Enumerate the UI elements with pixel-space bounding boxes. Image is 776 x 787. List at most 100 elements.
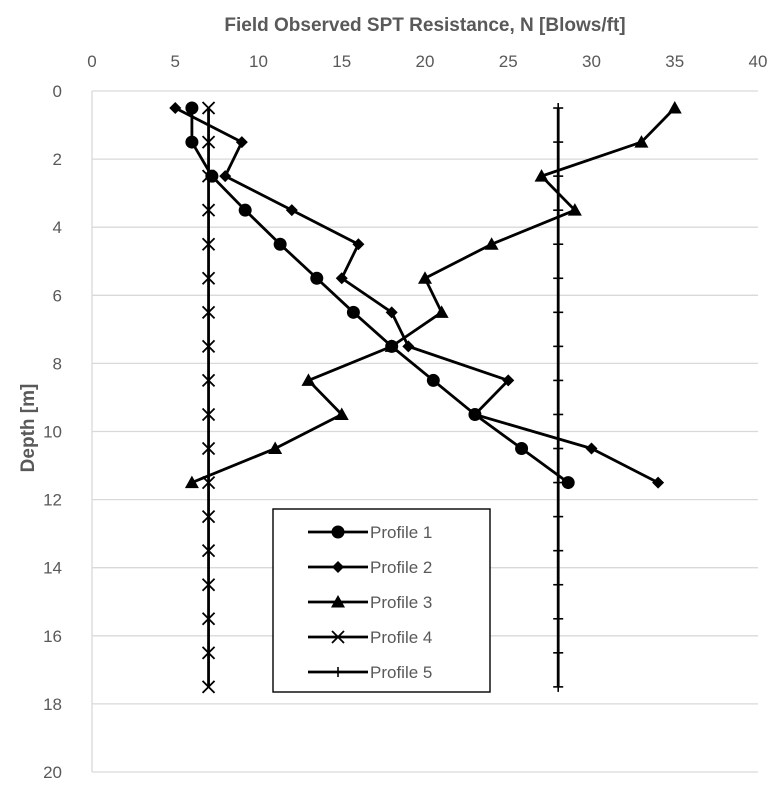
data-point-profile-5 — [553, 443, 564, 454]
y-tick-label: 2 — [53, 150, 62, 169]
data-point-profile-2 — [169, 102, 182, 115]
data-point-profile-5 — [553, 103, 564, 114]
data-point-profile-4 — [201, 305, 216, 319]
data-point-profile-1 — [238, 203, 252, 217]
data-point-profile-4 — [201, 646, 216, 660]
data-point-profile-4 — [201, 237, 216, 251]
x-tick-label: 15 — [332, 52, 351, 71]
data-point-profile-2 — [335, 272, 348, 285]
data-point-profile-5 — [553, 239, 564, 250]
data-point-profile-5 — [553, 511, 564, 522]
legend-marker — [331, 630, 345, 644]
data-point-profile-5 — [553, 545, 564, 556]
legend-label: Profile 2 — [370, 558, 432, 577]
data-point-profile-2 — [235, 136, 248, 149]
series-profile-4 — [201, 101, 216, 694]
x-tick-label: 0 — [87, 52, 96, 71]
data-point-profile-2 — [402, 340, 415, 353]
data-point-profile-1 — [515, 442, 529, 456]
legend-label: Profile 4 — [370, 628, 432, 647]
data-point-profile-1 — [561, 476, 575, 490]
data-point-profile-3 — [667, 101, 682, 114]
data-point-profile-4 — [201, 203, 216, 217]
series-profile-5 — [553, 103, 564, 692]
legend-label: Profile 5 — [370, 663, 432, 682]
data-point-profile-4 — [201, 135, 216, 149]
x-tick-label: 25 — [499, 52, 518, 71]
x-tick-label: 20 — [416, 52, 435, 71]
data-point-profile-2 — [585, 442, 598, 455]
data-point-profile-5 — [553, 341, 564, 352]
y-tick-label: 8 — [53, 354, 62, 373]
data-point-profile-4 — [201, 373, 216, 388]
x-tick-label: 5 — [171, 52, 180, 71]
data-point-profile-5 — [553, 409, 564, 420]
y-tick-label: 18 — [43, 695, 62, 714]
data-point-profile-5 — [553, 137, 564, 148]
tick-labels: 0 2 4 6 8 10 12 14 16 18 20 0 5 10 15 20 25 30 35 40 — [43, 52, 767, 782]
legend-marker — [331, 525, 345, 539]
legend-marker — [333, 667, 343, 677]
data-point-profile-2 — [502, 374, 515, 387]
data-point-profile-5 — [553, 579, 564, 590]
legend-marker — [332, 561, 344, 573]
y-tick-label: 20 — [43, 763, 62, 782]
data-point-profile-4 — [201, 169, 216, 183]
data-point-profile-1 — [310, 271, 324, 285]
x-tick-label: 35 — [665, 52, 684, 71]
data-point-profile-4 — [201, 578, 216, 592]
data-point-profile-5 — [553, 613, 564, 624]
data-point-profile-5 — [553, 647, 564, 658]
legend-item-profile-3: Profile 3 — [308, 593, 432, 612]
legend-box — [272, 508, 491, 693]
data-point-profile-5 — [553, 205, 564, 216]
data-point-profile-1 — [346, 305, 360, 319]
y-tick-label: 6 — [53, 286, 62, 305]
data-point-profile-5 — [553, 171, 564, 182]
legend-label: Profile 3 — [370, 593, 432, 612]
data-point-profile-3 — [567, 203, 582, 216]
y-tick-label: 16 — [43, 627, 62, 646]
y-tick-label: 10 — [43, 423, 62, 442]
y-tick-label: 0 — [53, 82, 62, 101]
legend-item-profile-1: Profile 1 — [308, 523, 432, 542]
data-point-profile-3 — [301, 373, 316, 386]
data-point-profile-5 — [553, 375, 564, 386]
data-point-profile-5 — [553, 307, 564, 318]
data-point-profile-2 — [219, 170, 232, 183]
data-point-profile-3 — [334, 407, 349, 420]
y-tick-label: 14 — [43, 559, 62, 578]
data-point-profile-1 — [185, 101, 199, 115]
data-point-profile-3 — [384, 339, 399, 352]
data-point-profile-3 — [184, 475, 199, 489]
data-point-profile-2 — [385, 306, 398, 319]
data-point-profile-4 — [201, 475, 216, 490]
data-point-profile-4 — [201, 544, 216, 558]
y-tick-label: 12 — [43, 491, 62, 510]
data-point-profile-4 — [201, 509, 216, 524]
x-tick-label: 40 — [749, 52, 768, 71]
legend-label: Profile 1 — [370, 523, 432, 542]
series-profile-2 — [169, 102, 665, 489]
data-point-profile-5 — [553, 477, 564, 488]
data-point-profile-4 — [201, 612, 216, 626]
data-point-profile-3 — [484, 237, 499, 250]
data-point-profile-1 — [273, 237, 287, 251]
data-point-profile-3 — [418, 271, 432, 284]
data-point-profile-4 — [201, 441, 216, 456]
legend-item-profile-2: Profile 2 — [308, 558, 432, 577]
data-point-profile-2 — [652, 476, 665, 489]
data-point-profile-2 — [352, 238, 365, 251]
data-point-profile-4 — [201, 101, 216, 115]
data-point-profile-4 — [201, 339, 216, 354]
data-point-profile-4 — [201, 680, 216, 694]
data-point-profile-2 — [468, 408, 481, 421]
legend: Profile 1 Profile 2 Profile 3 Profile 4 Prof… — [272, 508, 491, 693]
data-point-profile-4 — [201, 407, 216, 422]
y-tick-label: 4 — [53, 218, 62, 237]
data-point-profile-4 — [201, 271, 216, 285]
y-axis-title: Depth [m] — [18, 384, 39, 473]
x-tick-label: 30 — [582, 52, 601, 71]
legend-marker — [331, 595, 345, 608]
